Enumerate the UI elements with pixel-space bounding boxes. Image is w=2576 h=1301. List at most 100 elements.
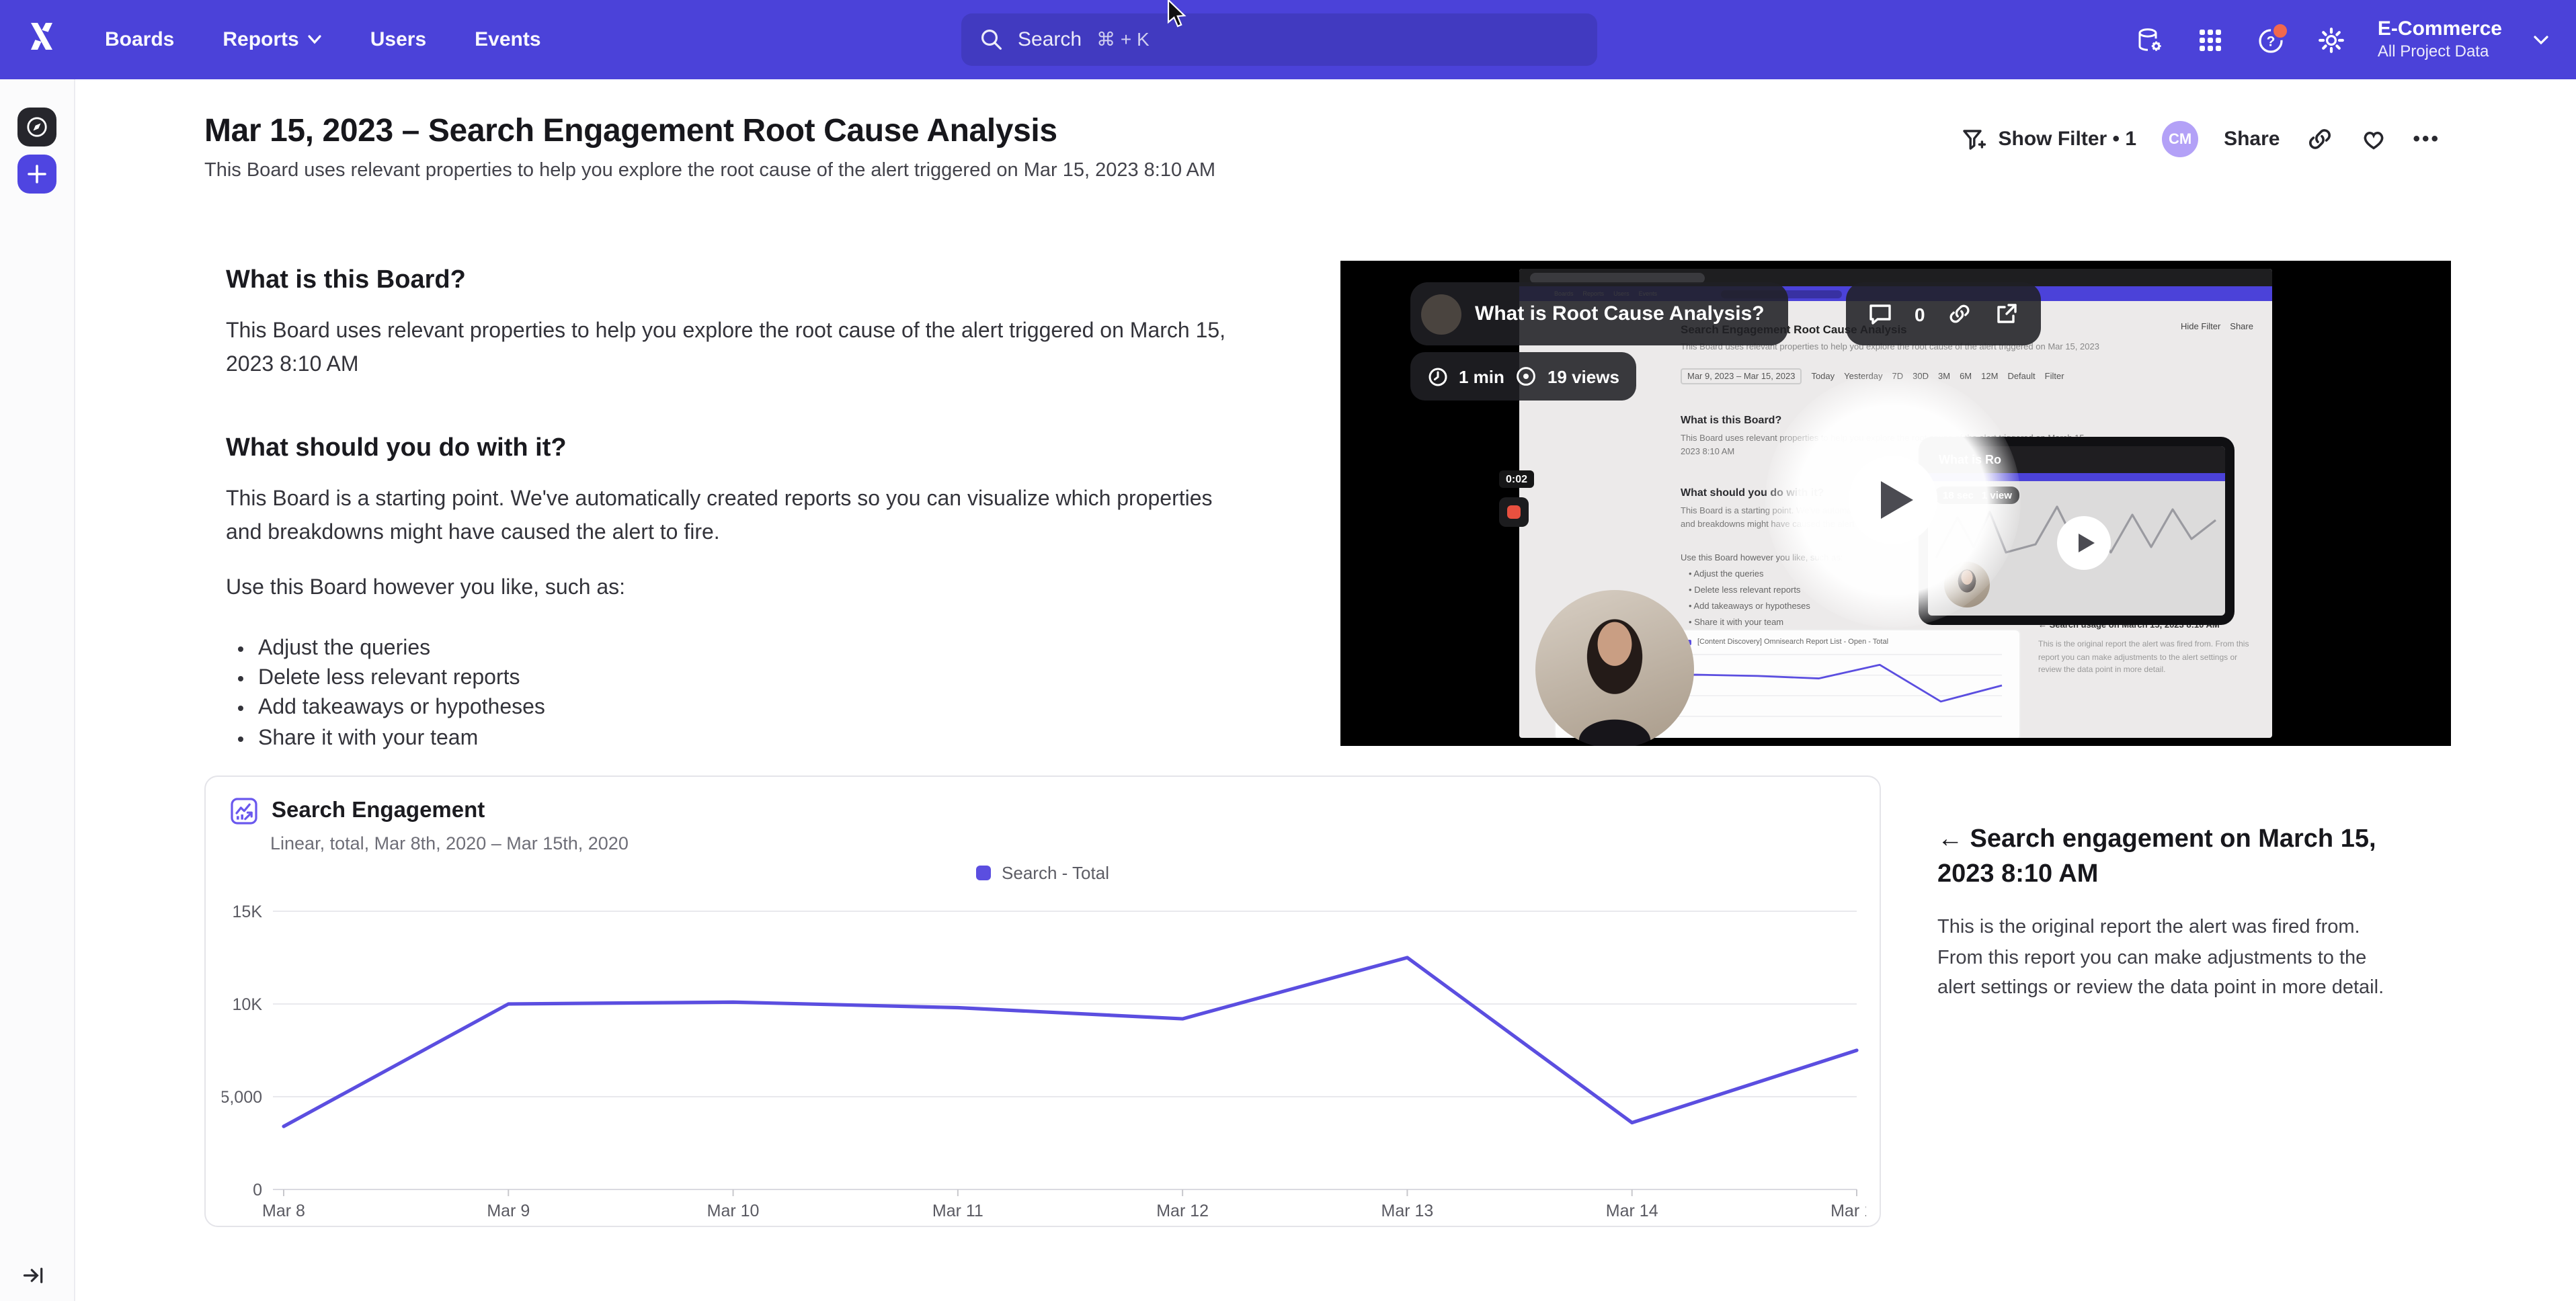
video-meta-pill: 1 min 19 views xyxy=(1410,352,1637,401)
nested-play-button xyxy=(2057,516,2111,570)
presenter-avatar xyxy=(1421,294,1461,334)
mini-list-item: Add takeaways or hypotheses xyxy=(1689,602,1810,612)
mini-filter-label: Filter xyxy=(2044,372,2064,381)
project-scope: All Project Data xyxy=(2377,42,2489,61)
search-icon xyxy=(981,30,1002,50)
chevron-down-icon xyxy=(309,35,322,44)
settings-gear-icon[interactable] xyxy=(2317,25,2347,54)
mixpanel-logo-icon[interactable] xyxy=(24,19,59,54)
svg-text:Mar 13: Mar 13 xyxy=(1381,1202,1434,1220)
svg-text:0: 0 xyxy=(253,1181,262,1200)
svg-text:Mar 12: Mar 12 xyxy=(1156,1202,1209,1220)
usage-intro: Use this Board however you like, such as… xyxy=(226,577,626,600)
mini-date-range: Mar 9, 2023 – Mar 15, 2023 xyxy=(1681,368,1802,384)
share-button[interactable]: Share xyxy=(2224,128,2280,151)
copy-link-button[interactable] xyxy=(2305,125,2333,153)
compass-icon xyxy=(27,117,47,137)
search-placeholder: Search xyxy=(1018,28,1082,51)
video-actions-pill: 0 xyxy=(1846,282,2041,345)
list-item: Add takeaways or hypotheses xyxy=(258,694,1253,724)
svg-text:10K: 10K xyxy=(233,995,263,1014)
left-sidebar xyxy=(0,79,75,1301)
report-title[interactable]: Search Engagement xyxy=(272,798,485,823)
nav-item-events[interactable]: Events xyxy=(475,28,541,51)
what-is-body: This Board uses relevant properties to h… xyxy=(226,320,1226,377)
video-views: 19 views xyxy=(1547,366,1619,386)
line-chart[interactable]: 0 5,000 10K 15K Mar 8 Mar 9 Mar 10 Mar 11 Mar 12… xyxy=(222,884,1866,1223)
show-filter-label: Show Filter • 1 xyxy=(1998,128,2137,151)
report-card[interactable]: Search Engagement Linear, total, Mar 8th… xyxy=(204,775,1881,1227)
data-management-icon[interactable] xyxy=(2136,25,2165,54)
mini-list-item: Adjust the queries xyxy=(1689,570,1763,579)
clock-icon xyxy=(1428,367,1447,386)
what-is-heading: What is this Board? xyxy=(226,266,466,294)
mini-list-item: Share it with your team xyxy=(1689,618,1783,628)
page-title: Mar 15, 2023 – Search Engagement Root Ca… xyxy=(204,113,1057,149)
comment-icon[interactable] xyxy=(1867,301,1893,327)
add-button[interactable] xyxy=(17,155,56,194)
more-options-button[interactable]: ••• xyxy=(2413,128,2440,151)
svg-text:15K: 15K xyxy=(233,903,263,921)
report-subtitle: Linear, total, Mar 8th, 2020 – Mar 15th,… xyxy=(270,833,629,853)
recording-timer: 0:02 xyxy=(1499,470,1535,488)
mini-aside-body: This is the original report the alert wa… xyxy=(2038,641,2249,675)
filter-funnel-icon xyxy=(1963,129,1986,149)
views-icon xyxy=(1517,367,1535,386)
what-do-body: This Board is a starting point. We've au… xyxy=(226,487,1213,544)
board-toolbar: Show Filter • 1 CM Share ••• xyxy=(1961,121,2441,157)
legend-swatch xyxy=(976,866,992,880)
mini-board-toolbar: Hide Filter Share xyxy=(2181,323,2253,332)
aside-body: This is the original report the alert wa… xyxy=(1937,917,2384,999)
nav-item-reports[interactable]: Reports xyxy=(223,28,322,51)
insights-report-icon xyxy=(231,798,257,825)
notification-badge xyxy=(2271,21,2290,40)
link-icon[interactable] xyxy=(1947,301,1972,327)
report-card-header: Search Engagement Linear, total, Mar 8th… xyxy=(206,777,1880,853)
mouse-cursor xyxy=(1167,0,1189,30)
svg-text:Mar 14: Mar 14 xyxy=(1606,1202,1658,1220)
nav-item-users[interactable]: Users xyxy=(370,28,427,51)
search-input[interactable]: Search ⌘ + K xyxy=(961,13,1597,66)
explore-button[interactable] xyxy=(17,108,56,146)
project-chevron-down-icon[interactable] xyxy=(2533,34,2549,45)
usage-list: Adjust the queries Delete less relevant … xyxy=(226,635,1253,754)
chart-legend[interactable]: Search - Total xyxy=(206,863,1880,883)
list-item: Share it with your team xyxy=(258,724,1253,753)
svg-text:Mar 8: Mar 8 xyxy=(262,1202,305,1220)
heart-icon xyxy=(2364,132,2383,150)
nav-item-boards[interactable]: Boards xyxy=(105,28,175,51)
video-title: What is Root Cause Analysis? xyxy=(1475,302,1765,325)
what-do-heading: What should you do with it? xyxy=(226,433,567,462)
search-shortcut: ⌘ + K xyxy=(1096,28,1150,50)
comment-count: 0 xyxy=(1915,303,1925,325)
project-switcher[interactable]: E-Commerce All Project Data xyxy=(2378,18,2502,62)
svg-text:Mar 9: Mar 9 xyxy=(487,1202,530,1220)
help-icon[interactable]: ? xyxy=(2257,21,2290,54)
play-button[interactable] xyxy=(1849,456,1937,544)
board-description: What is this Board? This Board uses rele… xyxy=(226,266,1253,753)
open-external-icon[interactable] xyxy=(1994,301,2019,327)
apps-grid-icon[interactable] xyxy=(2196,25,2226,54)
presenter-webcam xyxy=(1535,590,1694,746)
list-item: Delete less relevant reports xyxy=(258,665,1253,694)
record-stop-button xyxy=(1499,497,1529,527)
mini-list-item: Delete less relevant reports xyxy=(1689,586,1800,595)
nav-right-cluster: ? E-Commerce All Project Data xyxy=(2136,0,2549,79)
svg-text:5,000: 5,000 xyxy=(222,1088,262,1107)
svg-text:Mar 11: Mar 11 xyxy=(932,1202,983,1220)
page-subtitle: This Board uses relevant properties to h… xyxy=(204,160,1216,181)
top-nav: Boards Reports Users Events Search ⌘ + K xyxy=(0,0,2576,79)
show-filter-button[interactable]: Show Filter • 1 xyxy=(1961,126,2137,153)
expand-sidebar-icon[interactable] xyxy=(22,1263,46,1288)
plus-icon xyxy=(28,165,46,183)
user-avatar[interactable]: CM xyxy=(2162,121,2199,157)
mini-what-is-heading: What is this Board? xyxy=(1681,414,1782,426)
play-icon xyxy=(1881,481,1913,519)
project-name: E-Commerce xyxy=(2377,17,2502,41)
svg-text:Mar 15: Mar 15 xyxy=(1830,1202,1866,1220)
link-icon xyxy=(2308,129,2331,149)
favorite-button[interactable] xyxy=(2359,125,2387,153)
primary-nav: Boards Reports Users Events xyxy=(105,0,541,79)
